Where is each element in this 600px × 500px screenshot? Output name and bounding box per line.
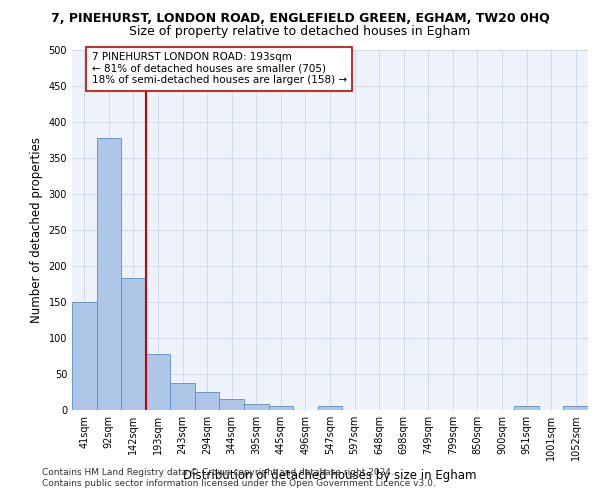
Bar bbox=[563, 406, 588, 410]
Bar bbox=[514, 406, 539, 410]
Text: Contains HM Land Registry data © Crown copyright and database right 2024.
Contai: Contains HM Land Registry data © Crown c… bbox=[42, 468, 436, 487]
Bar bbox=[170, 382, 195, 410]
X-axis label: Distribution of detached houses by size in Egham: Distribution of detached houses by size … bbox=[183, 468, 477, 481]
Bar bbox=[269, 406, 293, 410]
Y-axis label: Number of detached properties: Number of detached properties bbox=[30, 137, 43, 323]
Text: 7, PINEHURST, LONDON ROAD, ENGLEFIELD GREEN, EGHAM, TW20 0HQ: 7, PINEHURST, LONDON ROAD, ENGLEFIELD GR… bbox=[50, 12, 550, 26]
Bar bbox=[220, 399, 244, 410]
Text: 7 PINEHURST LONDON ROAD: 193sqm
← 81% of detached houses are smaller (705)
18% o: 7 PINEHURST LONDON ROAD: 193sqm ← 81% of… bbox=[92, 52, 347, 86]
Bar bbox=[318, 406, 342, 410]
Bar bbox=[244, 404, 269, 410]
Bar bbox=[121, 278, 146, 410]
Bar bbox=[146, 354, 170, 410]
Bar bbox=[195, 392, 220, 410]
Bar bbox=[72, 302, 97, 410]
Text: Size of property relative to detached houses in Egham: Size of property relative to detached ho… bbox=[130, 25, 470, 38]
Bar bbox=[97, 138, 121, 410]
